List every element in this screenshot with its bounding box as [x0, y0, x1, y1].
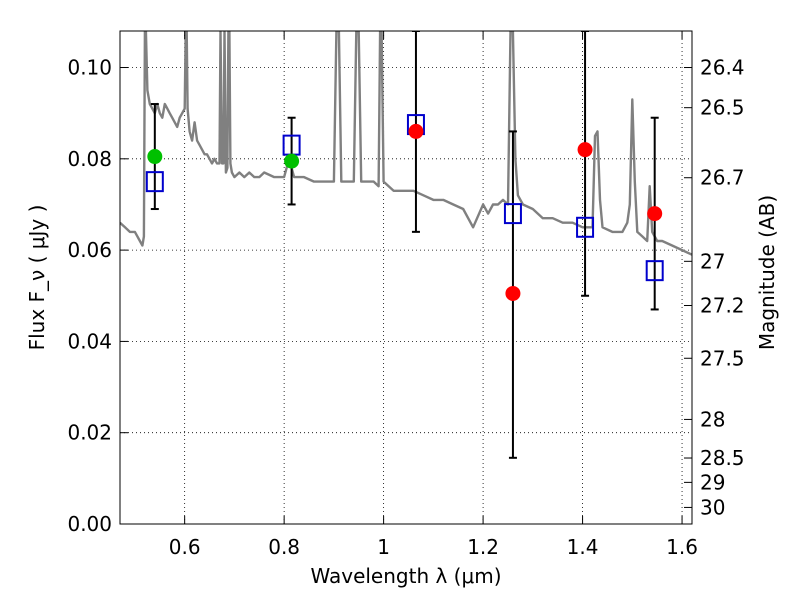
x-tick-label: 0.8: [268, 535, 300, 559]
magnitude-tick-label: 26.7: [700, 166, 745, 190]
y-tick-label: 0.08: [67, 147, 112, 171]
x-tick-label: 1.2: [467, 535, 499, 559]
circle-markers: [147, 123, 663, 301]
magnitude-tick-label: 27.2: [700, 294, 745, 318]
y-tick-label: 0.10: [67, 56, 112, 80]
model-spectrum-line: [120, 31, 692, 256]
magnitude-tick-label: 27: [700, 249, 725, 273]
red-circle-marker: [577, 142, 593, 158]
red-circle-marker: [408, 123, 424, 139]
blue-square-marker: [503, 203, 522, 225]
magnitude-tick-label: 27.5: [700, 346, 745, 370]
y-ticks: 0.00 0.02 0.04 0.06 0.08 0.10: [67, 56, 128, 536]
y-tick-label: 0.02: [67, 421, 112, 445]
magnitude-tick-label: 30: [700, 495, 725, 519]
red-circle-marker: [505, 285, 521, 301]
red-circle-marker: [647, 206, 663, 222]
x-axis-label: Wavelength λ (μm): [310, 564, 501, 588]
magnitude-tick-label: 29: [700, 470, 725, 494]
blue-square-marker: [576, 216, 595, 238]
magnitude-tick-label: 28: [700, 407, 725, 431]
y-tick-label: 0.04: [67, 329, 112, 353]
grid-lines: [120, 31, 692, 525]
y-tick-label: 0.00: [67, 512, 112, 536]
y-axis-label: Flux F_ν ( μJy ): [25, 205, 49, 351]
x-tick-label: 1.6: [666, 535, 698, 559]
x-tick-label: 0.6: [169, 535, 201, 559]
magnitude-tick-label: 26.5: [700, 96, 745, 120]
x-ticks: 0.6 0.8 1 1.2 1.4 1.6: [169, 31, 698, 559]
blue-square-marker: [645, 260, 664, 282]
model-spectrum: [120, 31, 692, 256]
y-tick-label: 0.06: [67, 238, 112, 262]
x-tick-label: 1.4: [567, 535, 599, 559]
plot-frame: [119, 30, 693, 525]
green-circle-marker: [147, 149, 163, 165]
green-circle-marker: [284, 153, 300, 169]
y2-axis-label: Magnitude (AB): [755, 195, 779, 350]
x-tick-label: 1: [377, 535, 390, 559]
magnitude-tick-label: 26.4: [700, 56, 745, 80]
blue-square-marker: [145, 171, 164, 193]
magnitude-tick-label: 28.5: [700, 446, 745, 470]
